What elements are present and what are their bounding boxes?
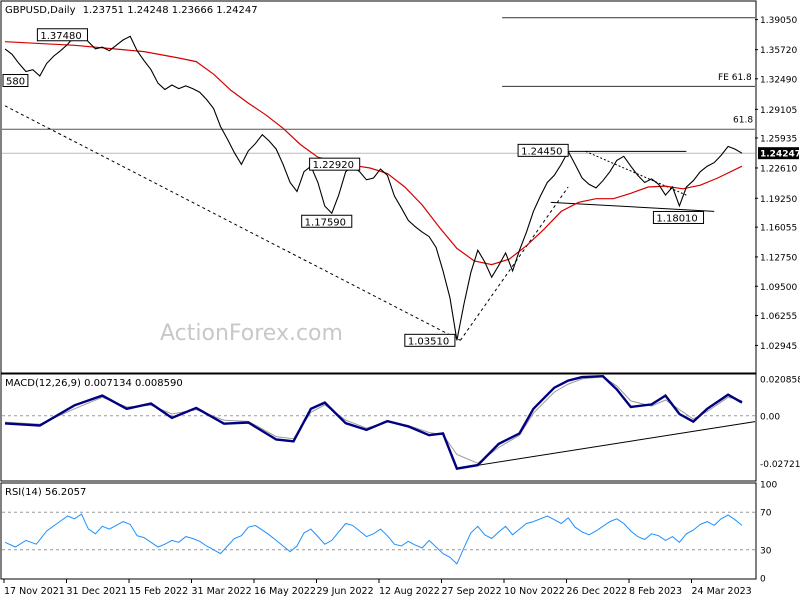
price-axis-label: 1.19250 xyxy=(760,195,797,205)
rsi-axis-label: 70 xyxy=(760,509,772,519)
symbol-label: GBPUSD,Daily xyxy=(5,5,76,16)
price-axis-label: 1.12750 xyxy=(760,253,797,263)
level-label: FE 61.8 xyxy=(718,73,752,83)
macd-trendline xyxy=(456,421,756,470)
price-annotation: 1.22920 xyxy=(309,157,361,171)
sma-line xyxy=(4,41,743,266)
price-annotation: 1.03510 xyxy=(404,333,456,347)
last-price-label: 1.24247 xyxy=(760,150,800,160)
annotation-label: 1.37480 xyxy=(40,31,81,42)
price-axis-label: 1.02945 xyxy=(760,342,797,352)
annotation-label: 1.24450 xyxy=(521,146,562,157)
last-price-box xyxy=(758,147,799,160)
price-annotation: 1.24450 xyxy=(517,143,569,157)
x-axis-label: 29 Jun 2022 xyxy=(317,586,374,597)
price-axis-label: 1.29105 xyxy=(760,106,797,116)
x-axis-label: 26 Dec 2022 xyxy=(567,586,628,597)
neckline-support xyxy=(550,201,715,212)
price-axis-label: 1.06255 xyxy=(760,312,797,322)
annotation-label: 1.17590 xyxy=(305,217,346,228)
price-axis-label: 1.22610 xyxy=(760,164,797,174)
annotation-label: 1.18010 xyxy=(656,213,697,224)
x-axis-label: 10 Nov 2022 xyxy=(504,586,565,597)
price-annotation: 1.18010 xyxy=(652,210,705,224)
annotation-box xyxy=(309,157,361,171)
x-axis-label: 8 Feb 2023 xyxy=(629,586,682,597)
annotation-label: 1.22920 xyxy=(313,160,354,171)
rsi-axis-label: 100 xyxy=(760,481,777,491)
macd-axis-label: 0.00 xyxy=(760,412,780,422)
annotation-box xyxy=(517,143,569,157)
x-axis-label: 27 Sep 2022 xyxy=(442,586,502,597)
x-axis-label: 15 Feb 2022 xyxy=(129,586,188,597)
rsi-line xyxy=(4,513,743,565)
macd-panel-title: MACD(12,26,9) 0.007134 0.008590 xyxy=(5,378,183,389)
price-panel-title: GBPUSD,Daily 1.23751 1.24248 1.23666 1.2… xyxy=(5,5,258,16)
rsi-axis-label: 0 xyxy=(760,575,766,585)
annotation-box xyxy=(301,214,353,228)
annotation-label: 580 xyxy=(6,77,25,88)
price-annotation: 1.37480 xyxy=(36,28,88,42)
annotation-box xyxy=(2,74,29,88)
rsi-axis-label: 30 xyxy=(760,546,772,556)
price-series xyxy=(4,33,743,341)
x-axis-label: 17 Nov 2021 xyxy=(4,586,65,597)
price-annotation: 1.17590 xyxy=(301,214,353,228)
price-axis-label: 1.35720 xyxy=(760,46,797,56)
annotation-box xyxy=(404,333,456,347)
annotation-box xyxy=(652,210,705,224)
price-axis-label: 1.39050 xyxy=(760,16,797,26)
dashed-trendline-up xyxy=(460,186,569,341)
x-axis-label: 12 Aug 2022 xyxy=(379,586,440,597)
price-axis-label: 1.09500 xyxy=(760,283,797,293)
annotation-box xyxy=(36,28,88,42)
macd-axis-label: -0.027213 xyxy=(760,460,800,470)
price-axis-label: 1.25935 xyxy=(760,134,797,144)
x-axis-label: 16 May 2022 xyxy=(254,586,316,597)
rsi-panel-title: RSI(14) 56.2057 xyxy=(5,487,86,498)
x-axis-label: 31 Mar 2022 xyxy=(192,586,252,597)
x-axis-label: 31 Dec 2021 xyxy=(67,586,128,597)
price-panel-frame xyxy=(0,0,757,374)
x-axis-label: 24 Mar 2023 xyxy=(692,586,752,597)
ohlc-readout: 1.23751 1.24248 1.23666 1.24247 xyxy=(83,5,258,16)
price-annotation: 580 xyxy=(2,74,29,88)
watermark: ActionForex.com xyxy=(160,321,343,346)
level-label: 61.8 xyxy=(733,115,753,125)
price-axis-label: 1.16055 xyxy=(760,224,797,234)
macd-axis-label: 0.020858 xyxy=(760,376,800,386)
price-axis-label: 1.32490 xyxy=(760,75,797,85)
dashed-trendline-down xyxy=(4,105,461,341)
macd-panel-frame xyxy=(0,373,757,482)
annotation-label: 1.03510 xyxy=(408,336,449,347)
macd-line xyxy=(4,374,743,470)
